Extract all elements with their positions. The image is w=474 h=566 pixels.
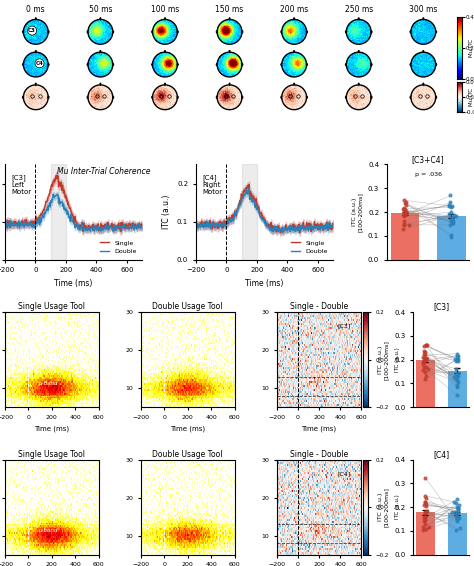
Y-axis label: ITC (a.u.)
[100-200ms]: ITC (a.u.) [100-200ms] bbox=[378, 487, 389, 527]
Y-axis label: ITC (a.u.)
[100-200ms]: ITC (a.u.) [100-200ms] bbox=[352, 192, 362, 232]
Point bbox=[422, 524, 429, 533]
Text: Mu ITC
(a.u.): Mu ITC (a.u.) bbox=[469, 39, 474, 57]
Point bbox=[421, 507, 429, 516]
Point bbox=[455, 351, 462, 361]
Text: Tool
Onset: Tool Onset bbox=[7, 464, 23, 475]
Point bbox=[421, 350, 428, 359]
Point bbox=[447, 232, 455, 241]
Point bbox=[419, 525, 427, 534]
Bar bbox=[416, 512, 435, 555]
Point bbox=[448, 507, 456, 516]
Point bbox=[402, 210, 410, 219]
Point bbox=[423, 340, 430, 349]
Bar bbox=[438, 216, 465, 260]
Text: [C4]: [C4] bbox=[338, 471, 351, 476]
Text: 50 ms: 50 ms bbox=[89, 5, 112, 14]
Text: Mu ITC
(a.u.): Mu ITC (a.u.) bbox=[469, 88, 474, 106]
Text: 150 ms: 150 ms bbox=[216, 5, 244, 14]
Point bbox=[453, 391, 461, 400]
Point bbox=[449, 218, 457, 227]
Point bbox=[421, 375, 428, 384]
Point bbox=[446, 221, 454, 230]
Title: [C3]: [C3] bbox=[433, 302, 449, 311]
Point bbox=[421, 512, 429, 521]
Point bbox=[453, 371, 460, 380]
Text: [C3]: [C3] bbox=[338, 323, 351, 328]
Point bbox=[448, 201, 456, 210]
Point bbox=[453, 371, 461, 380]
Point bbox=[400, 210, 408, 219]
Point bbox=[447, 191, 454, 200]
Point bbox=[420, 517, 428, 526]
Point bbox=[455, 506, 462, 515]
Point bbox=[449, 217, 456, 226]
Point bbox=[447, 203, 455, 212]
Point bbox=[401, 196, 408, 205]
Point bbox=[421, 367, 428, 376]
Point bbox=[422, 491, 429, 500]
X-axis label: Time (ms): Time (ms) bbox=[246, 279, 283, 288]
Point bbox=[455, 368, 462, 378]
Point bbox=[421, 519, 428, 528]
Bar bbox=[416, 359, 435, 407]
Point bbox=[422, 494, 430, 503]
Text: [C3]
Left
Motor: [C3] Left Motor bbox=[11, 174, 32, 195]
Text: μ-band: μ-band bbox=[37, 529, 57, 533]
Y-axis label: ITC (a.u.): ITC (a.u.) bbox=[394, 495, 400, 520]
Point bbox=[445, 200, 453, 209]
Point bbox=[454, 495, 461, 504]
Point bbox=[422, 507, 430, 516]
Text: μ-band: μ-band bbox=[37, 381, 57, 386]
Point bbox=[452, 365, 459, 374]
Point bbox=[421, 515, 428, 524]
Point bbox=[401, 205, 409, 215]
Text: [C4]
Right
Motor: [C4] Right Motor bbox=[203, 174, 223, 195]
Y-axis label: ITC (a.u.): ITC (a.u.) bbox=[162, 195, 171, 229]
Text: [C4]: [C4] bbox=[74, 471, 87, 476]
Point bbox=[419, 352, 427, 361]
Point bbox=[454, 504, 461, 513]
Y-axis label: ITC (a.u.): ITC (a.u.) bbox=[394, 347, 400, 372]
Point bbox=[453, 498, 460, 507]
Point bbox=[422, 354, 430, 363]
Point bbox=[401, 209, 409, 218]
Legend: Single, Double: Single, Double bbox=[97, 238, 139, 256]
Text: Mu Inter-Trial Coherence: Mu Inter-Trial Coherence bbox=[57, 168, 150, 177]
Point bbox=[455, 514, 463, 523]
Point bbox=[423, 354, 431, 363]
Point bbox=[453, 370, 460, 379]
Point bbox=[420, 342, 428, 351]
Point bbox=[419, 523, 427, 532]
Point bbox=[452, 354, 459, 363]
Point bbox=[453, 349, 460, 358]
Point bbox=[402, 198, 410, 207]
Point bbox=[454, 371, 461, 380]
Point bbox=[450, 372, 457, 381]
Point bbox=[452, 509, 460, 518]
Point bbox=[455, 500, 463, 509]
Point bbox=[421, 356, 428, 365]
Point bbox=[423, 507, 430, 516]
Text: 100 ms: 100 ms bbox=[151, 5, 179, 14]
Title: Double Usage Tool: Double Usage Tool bbox=[153, 450, 223, 458]
Point bbox=[424, 365, 431, 374]
Text: 0 ms: 0 ms bbox=[27, 5, 45, 14]
Point bbox=[420, 346, 428, 355]
Point bbox=[453, 503, 461, 512]
Point bbox=[453, 517, 461, 526]
Text: [C3]: [C3] bbox=[74, 323, 87, 328]
Point bbox=[425, 522, 432, 531]
Point bbox=[453, 381, 461, 390]
Point bbox=[402, 200, 410, 209]
Point bbox=[453, 375, 461, 384]
X-axis label: Time (ms): Time (ms) bbox=[34, 426, 69, 432]
Point bbox=[400, 220, 408, 229]
Text: p = .036: p = .036 bbox=[415, 172, 441, 177]
Point bbox=[421, 509, 428, 518]
Title: [C3+C4]: [C3+C4] bbox=[412, 155, 444, 164]
Point bbox=[454, 512, 462, 521]
Point bbox=[401, 217, 408, 226]
Point bbox=[401, 206, 408, 215]
Point bbox=[421, 513, 428, 522]
Point bbox=[420, 500, 428, 509]
